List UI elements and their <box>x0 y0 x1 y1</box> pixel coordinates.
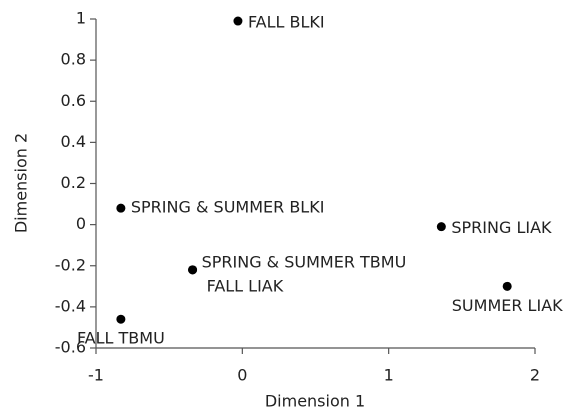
y-tick-label: -0.2 <box>55 255 86 274</box>
y-tick-label: 0.8 <box>61 50 86 69</box>
y-tick-label: 0.6 <box>61 91 86 110</box>
point <box>436 222 446 232</box>
point-label: FALL BLKI <box>248 13 325 32</box>
point-label: SPRING & SUMMER BLKI <box>131 198 325 217</box>
point <box>116 314 126 324</box>
x-tick-label: 0 <box>237 366 247 385</box>
x-tick-label: 2 <box>530 366 540 385</box>
y-tick-label: 0.2 <box>61 173 86 192</box>
y-tick-label: -0.6 <box>55 338 86 357</box>
y-tick-label: -0.4 <box>55 296 86 315</box>
x-tick-label: 1 <box>384 366 394 385</box>
x-tick-label: -1 <box>88 366 104 385</box>
point <box>502 281 512 291</box>
y-tick-label: 0.4 <box>61 132 86 151</box>
y-tick-label: 1 <box>76 9 86 28</box>
y-tick-label: 0 <box>76 214 86 233</box>
point-label: SPRING & SUMMER TBMU <box>202 252 407 271</box>
point-label: FALL LIAK <box>207 276 284 295</box>
point <box>188 265 198 275</box>
point <box>233 16 243 26</box>
point-label: SUMMER LIAK <box>452 296 563 315</box>
point <box>116 203 126 213</box>
point-label: SPRING LIAK <box>451 218 552 237</box>
x-axis-title: Dimension 1 <box>265 392 365 411</box>
point-label: FALL TBMU <box>77 329 165 348</box>
y-axis-title: Dimension 2 <box>12 133 31 233</box>
